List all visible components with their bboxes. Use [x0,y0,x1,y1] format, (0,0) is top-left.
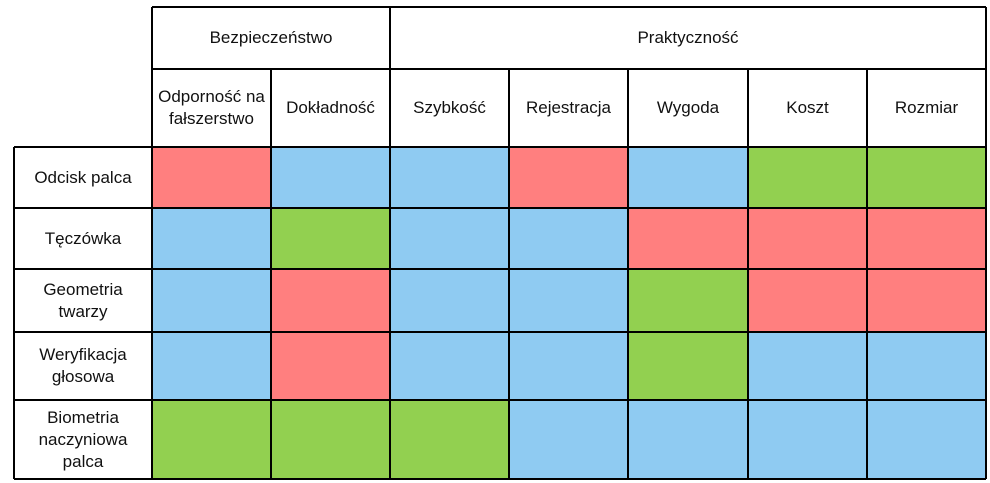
rating-cell [628,400,748,479]
rating-cell [152,208,271,269]
rating-cell [390,147,509,208]
grid-line [747,69,749,479]
rating-cell [152,332,271,400]
column-header: Odporność na fałszerstwo [152,69,271,147]
rating-cell [867,269,986,332]
rating-cell [271,208,390,269]
row-label: Geometria twarzy [14,269,152,332]
rating-cell [628,208,748,269]
grid-line [627,69,629,479]
rating-cell [628,147,748,208]
column-header: Wygoda [628,69,748,147]
rating-cell [152,269,271,332]
grid-line [866,69,868,479]
row-label: Biometria naczyniowa palca [14,400,152,479]
rating-cell [390,208,509,269]
rating-cell [509,400,628,479]
column-header: Koszt [748,69,867,147]
rating-cell [271,269,390,332]
rating-cell [748,147,867,208]
rating-cell [390,269,509,332]
grid-line [152,68,986,70]
grid-line [151,7,153,479]
rating-cell [271,332,390,400]
grid-line [270,69,272,479]
rating-cell [271,400,390,479]
grid-line [14,478,986,480]
group-header: Praktyczność [390,7,986,69]
rating-cell [867,208,986,269]
row-label: Odcisk palca [14,147,152,208]
rating-cell [867,400,986,479]
rating-cell [509,208,628,269]
rating-cell [748,208,867,269]
rating-cell [867,332,986,400]
grid-line [508,69,510,479]
grid-line [985,7,987,479]
column-header: Rejestracja [509,69,628,147]
row-label: Tęczówka [14,208,152,269]
column-header: Rozmiar [867,69,986,147]
grid-line [152,6,986,8]
group-header: Bezpieczeństwo [152,7,390,69]
rating-cell [390,332,509,400]
grid-line [14,207,986,209]
column-header: Szybkość [390,69,509,147]
rating-cell [152,400,271,479]
rating-cell [628,332,748,400]
rating-cell [390,400,509,479]
rating-cell [748,332,867,400]
column-header: Dokładność [271,69,390,147]
grid-line [13,147,15,479]
grid-line [14,331,986,333]
rating-cell [271,147,390,208]
rating-cell [867,147,986,208]
grid-line [14,268,986,270]
rating-cell [628,269,748,332]
rating-cell [509,269,628,332]
rating-cell [152,147,271,208]
row-label: Weryfikacja głosowa [14,332,152,400]
rating-cell [509,332,628,400]
grid-line [14,146,986,148]
grid-line [389,7,391,479]
grid-line [14,399,986,401]
rating-cell [748,269,867,332]
rating-cell [748,400,867,479]
rating-cell [509,147,628,208]
